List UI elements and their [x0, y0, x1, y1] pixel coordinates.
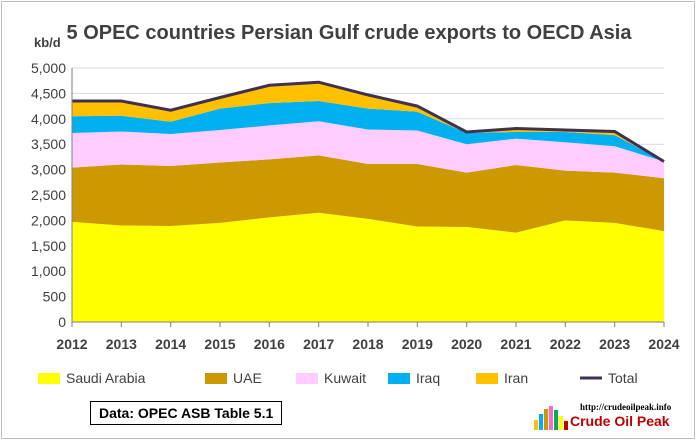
x-tick-label: 2018: [352, 336, 383, 352]
x-tick-label: 2023: [599, 336, 630, 352]
legend-swatch: [38, 373, 60, 384]
x-tick-label: 2020: [451, 336, 482, 352]
series-area-iran: [72, 82, 664, 162]
series-area-uae: [72, 155, 664, 233]
y-tick-label: 4,500: [31, 85, 66, 101]
y-tick-label: 3,000: [31, 162, 66, 178]
x-tick-label: 2016: [254, 336, 285, 352]
y-tick-label: 2,500: [31, 187, 66, 203]
y-tick-label: 0: [58, 314, 66, 330]
logo-name: Crude Oil Peak: [570, 413, 670, 429]
source-note: Data: OPEC ASB Table 5.1: [90, 401, 283, 425]
x-tick-label: 2021: [500, 336, 531, 352]
legend-label: Iraq: [416, 370, 440, 386]
y-tick-label: 1,500: [31, 238, 66, 254]
y-tick-label: 2,000: [31, 212, 66, 228]
x-tick-label: 2019: [402, 336, 433, 352]
x-tick-label: 2022: [550, 336, 581, 352]
x-tick-label: 2015: [204, 336, 235, 352]
chart-title: 5 OPEC countries Persian Gulf crude expo…: [66, 22, 632, 44]
legend-label: UAE: [233, 370, 262, 386]
x-tick-label: 2012: [56, 336, 87, 352]
total-line: [72, 80, 665, 163]
x-tick-label: 2014: [155, 336, 186, 352]
y-tick-label: 5,000: [31, 60, 66, 76]
crude-oil-peak-logo: [534, 406, 568, 430]
y-tick-label: 4,000: [31, 111, 66, 127]
legend-swatch: [296, 373, 318, 384]
legend-label: Total: [608, 370, 638, 386]
logo-url: http://crudeoilpeak.info: [580, 402, 672, 412]
y-tick-label: 500: [43, 289, 67, 305]
series-area-kuwait: [72, 121, 664, 179]
x-tick-label: 2013: [106, 336, 137, 352]
legend-label: Saudi Arabia: [66, 370, 146, 386]
y-axis-label: kb/d: [34, 35, 61, 50]
y-tick-label: 1,000: [31, 263, 66, 279]
legend-swatch: [205, 373, 227, 384]
legend-label: Kuwait: [324, 370, 366, 386]
series-area-saudi-arabia: [72, 212, 664, 322]
legend-swatch: [388, 373, 410, 384]
series-area-iraq: [72, 101, 664, 162]
logo-bars-icon: [534, 406, 568, 430]
legend-label: Iran: [504, 370, 528, 386]
legend-swatch: [476, 373, 498, 384]
x-tick-label: 2017: [303, 336, 334, 352]
x-tick-label: 2024: [648, 336, 679, 352]
y-tick-label: 3,500: [31, 136, 66, 152]
